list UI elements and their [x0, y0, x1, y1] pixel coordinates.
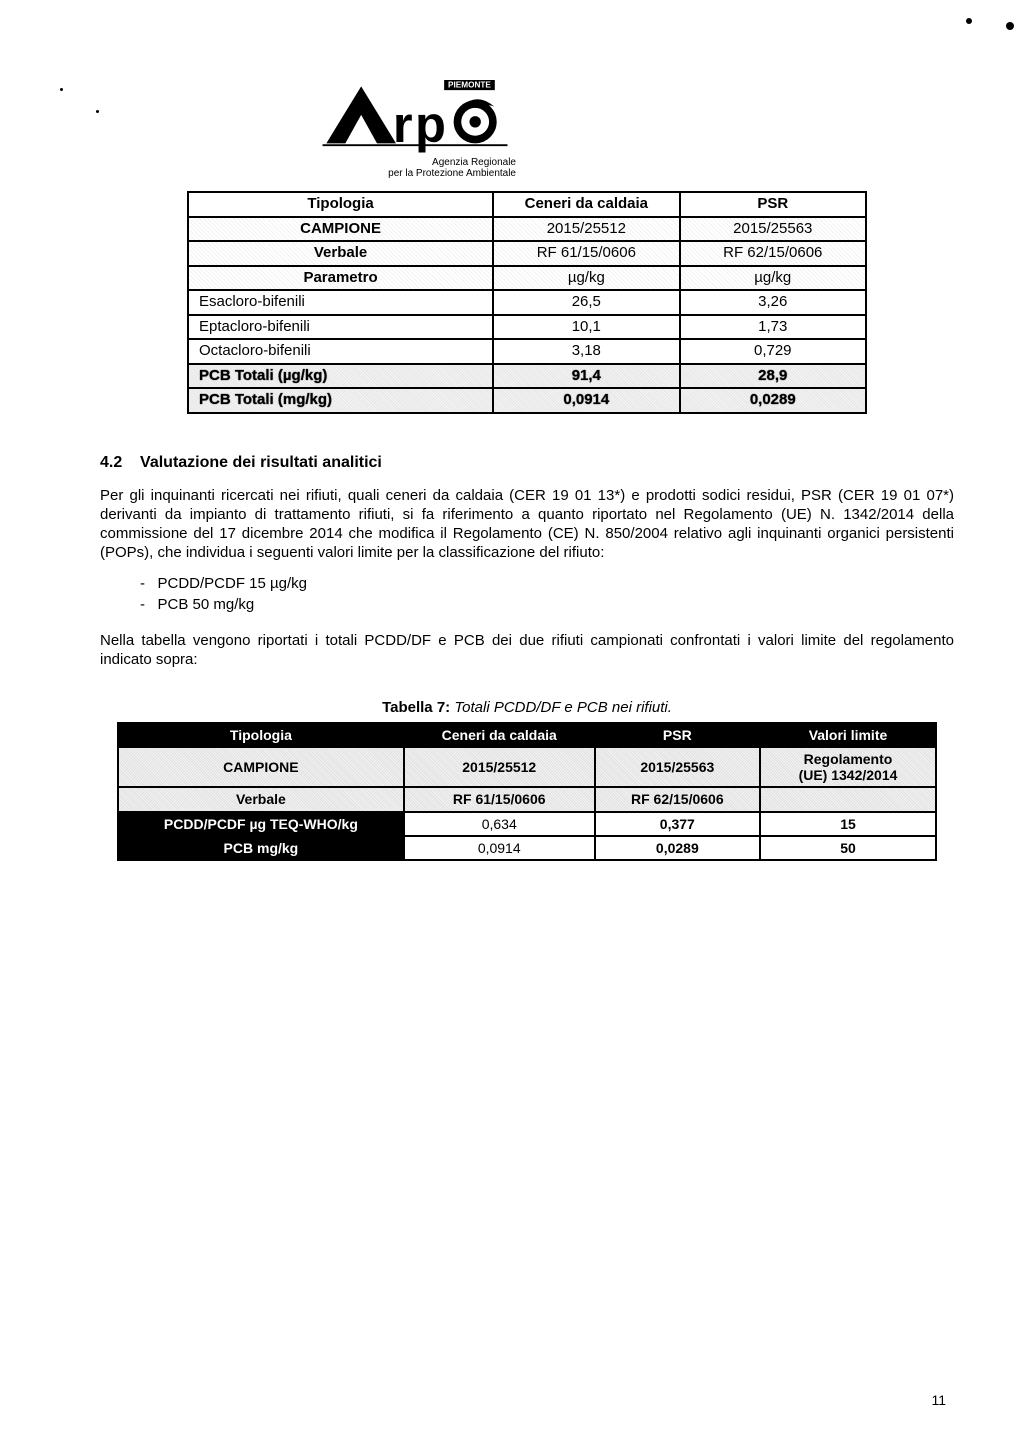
sec42-num: 4.2: [100, 454, 122, 471]
t1-h-psr: PSR: [680, 192, 866, 217]
t7-camp: CAMPIONE: [118, 747, 404, 787]
t7-h-psr: PSR: [595, 723, 760, 747]
t1-pcbmg: PCB Totali (mg/kg): [188, 388, 493, 413]
speck: [60, 88, 63, 91]
t7-v: 2015/25563: [595, 747, 760, 787]
t7-reg: Regolamento (UE) 1342/2014: [760, 747, 936, 787]
t7-h-val: Valori limite: [760, 723, 936, 747]
t1-v: 26,5: [493, 290, 679, 315]
t1-v: 3,18: [493, 339, 679, 364]
arpa-logo: PIEMONTE r p Agenzia Regionale per la Pr…: [320, 80, 520, 179]
t1-v: µg/kg: [680, 266, 866, 291]
t1-v: 0,0289: [680, 388, 866, 413]
t7-reg2: (UE) 1342/2014: [799, 767, 898, 783]
logo-sub1: Agenzia Regionale: [432, 157, 516, 168]
t1-v: 1,73: [680, 315, 866, 340]
t7-reg1: Regolamento: [804, 751, 893, 767]
table-bifenili: Tipologia Ceneri da caldaia PSR CAMPIONE…: [187, 191, 867, 414]
t7-d0: PCDD/PCDF µg TEQ-WHO/kg: [118, 812, 404, 836]
paragraph-2: Nella tabella vengono riportati i totali…: [100, 631, 954, 669]
t1-verbale: Verbale: [188, 241, 493, 266]
t1-v: 3,26: [680, 290, 866, 315]
svg-text:PIEMONTE: PIEMONTE: [448, 81, 491, 90]
tab7-cap-italic: Totali PCDD/DF e PCB nei rifiuti.: [454, 699, 672, 716]
t1-v: 91,4: [493, 364, 679, 389]
paragraph-1: Per gli inquinanti ricercati nei rifiuti…: [100, 486, 954, 563]
arpa-logo-svg: PIEMONTE r p: [320, 80, 510, 156]
t7-v: 0,634: [404, 812, 595, 836]
logo-subtitle: Agenzia Regionale per la Protezione Ambi…: [320, 157, 520, 179]
table7-caption: Tabella 7: Totali PCDD/DF e PCB nei rifi…: [100, 699, 954, 716]
t7-d1: PCB mg/kg: [118, 836, 404, 860]
page-number: 11: [931, 1392, 946, 1408]
t1-campione: CAMPIONE: [188, 217, 493, 242]
t7-h-tip: Tipologia: [118, 723, 404, 747]
t1-v: 28,9: [680, 364, 866, 389]
t1-octa: Octacloro-bifenili: [188, 339, 493, 364]
section-4-2-heading: 4.2 Valutazione dei risultati analitici: [100, 454, 954, 472]
speck: [1006, 22, 1014, 30]
t1-v: µg/kg: [493, 266, 679, 291]
t7-v: [760, 787, 936, 811]
bullet-list: - PCDD/PCDF 15 µg/kg - PCB 50 mg/kg: [140, 574, 954, 615]
speck: [96, 110, 99, 113]
sec42-title: Valutazione dei risultati analitici: [140, 454, 382, 471]
t7-v: 2015/25512: [404, 747, 595, 787]
t1-h-tipologia: Tipologia: [188, 192, 493, 217]
t1-parametro: Parametro: [188, 266, 493, 291]
t1-v: 2015/25563: [680, 217, 866, 242]
speck: [966, 18, 972, 24]
t7-v: 0,0914: [404, 836, 595, 860]
t1-h-ceneri: Ceneri da caldaia: [493, 192, 679, 217]
t7-v: 0,0289: [595, 836, 760, 860]
t7-h-cen: Ceneri da caldaia: [404, 723, 595, 747]
t1-esa: Esacloro-bifenili: [188, 290, 493, 315]
t1-epta: Eptacloro-bifenili: [188, 315, 493, 340]
tab7-cap-bold: Tabella 7:: [382, 699, 450, 716]
t1-v: RF 61/15/0606: [493, 241, 679, 266]
logo-sub2: per la Protezione Ambientale: [388, 168, 516, 179]
t7-v: 50: [760, 836, 936, 860]
t7-v: RF 62/15/0606: [595, 787, 760, 811]
bullet-2: PCB 50 mg/kg: [158, 596, 255, 613]
t7-v: RF 61/15/0606: [404, 787, 595, 811]
t1-v: 10,1: [493, 315, 679, 340]
t1-v: 2015/25512: [493, 217, 679, 242]
t1-v: 0,0914: [493, 388, 679, 413]
bullet-1: PCDD/PCDF 15 µg/kg: [158, 575, 308, 592]
t7-v: 0,377: [595, 812, 760, 836]
t1-v: 0,729: [680, 339, 866, 364]
table-7: Tipologia Ceneri da caldaia PSR Valori l…: [117, 722, 937, 861]
t1-pcbug: PCB Totali (µg/kg): [188, 364, 493, 389]
t7-verb: Verbale: [118, 787, 404, 811]
t1-v: RF 62/15/0606: [680, 241, 866, 266]
t7-v: 15: [760, 812, 936, 836]
